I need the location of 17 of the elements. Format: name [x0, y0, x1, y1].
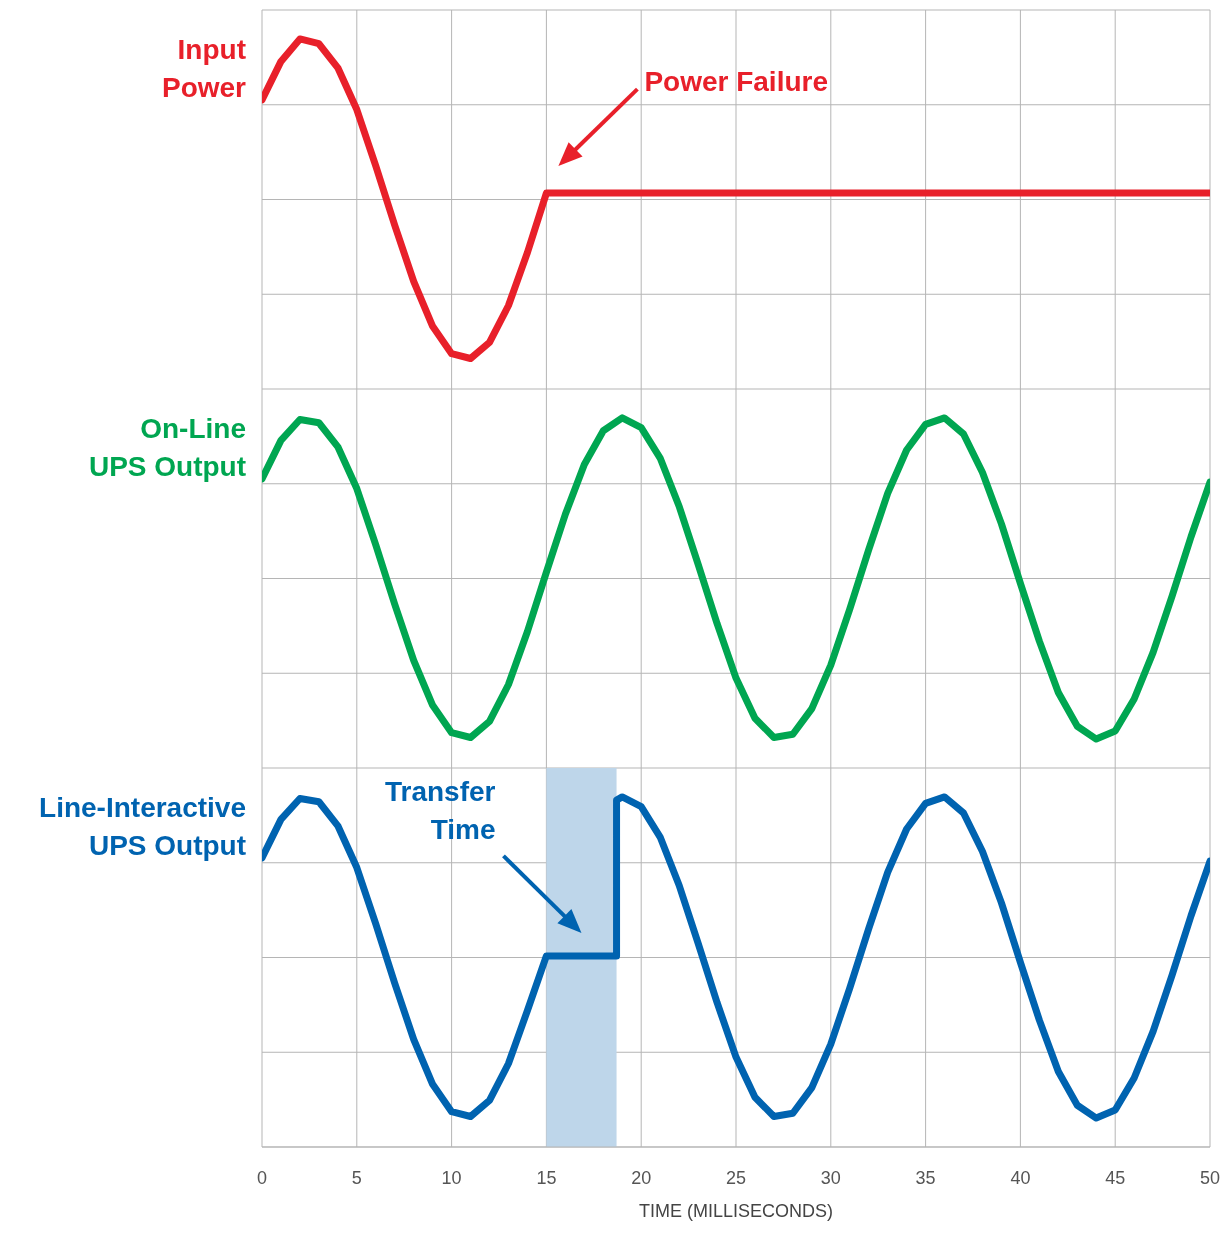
x-tick-label: 15 — [536, 1167, 557, 1188]
series-label: On-Line UPS Output — [88, 412, 246, 484]
x-tick-label: 5 — [351, 1167, 362, 1188]
x-tick-label: 25 — [725, 1167, 747, 1188]
x-tick-label: 30 — [820, 1167, 841, 1188]
x-tick-label: 40 — [1010, 1167, 1031, 1188]
x-tick-label: 35 — [915, 1167, 936, 1188]
x-tick-label: 20 — [631, 1167, 652, 1188]
x-tick-label: 0 — [256, 1167, 268, 1188]
annotation: Transfer Time — [384, 774, 496, 847]
x-tick-label: 50 — [1199, 1167, 1221, 1188]
annotation: Power Failure — [644, 66, 829, 99]
x-axis-title: TIME (MILLISECONDS) — [638, 1201, 834, 1221]
x-tick-label: 10 — [441, 1167, 462, 1188]
series-label: Line-Interactive UPS Output — [39, 791, 246, 863]
series-label: Input Power — [161, 33, 246, 105]
x-tick-label: 45 — [1105, 1167, 1126, 1188]
